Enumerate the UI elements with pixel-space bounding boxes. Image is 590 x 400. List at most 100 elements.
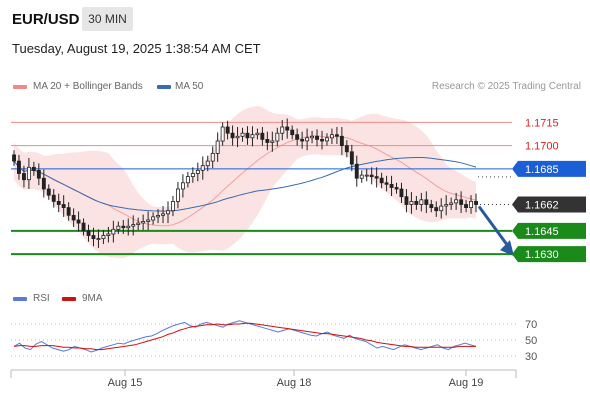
chart-header: EUR/USD 30 MIN [0, 0, 590, 36]
rsi-panel: 70 50 30 [11, 319, 537, 363]
x-tick-label: Aug 18 [277, 377, 312, 389]
candle-down [91, 235, 96, 239]
level-labels: 1.1715 1.1700 1.1685 1.1662 1.1645 1.1630 [512, 117, 586, 263]
candle-up [106, 233, 111, 236]
candle-up [96, 238, 101, 241]
candle-up [126, 225, 131, 229]
candle-down [389, 183, 394, 188]
candle-down [399, 188, 404, 198]
ma20-legend-swatch [13, 85, 27, 89]
candle-up [185, 176, 190, 184]
candle-down [464, 204, 468, 208]
candle-up [454, 199, 459, 204]
moving-averages [13, 135, 477, 227]
rsi-legend-label: RSI [33, 293, 50, 304]
candle-down [354, 163, 359, 179]
rsi-legend-swatch [13, 297, 27, 301]
candle-down [265, 138, 270, 143]
copyright-notice: Research © 2025 Trading Central [431, 81, 581, 92]
candle-down [369, 174, 374, 178]
candle-down [36, 169, 41, 179]
candle-down [46, 188, 51, 196]
candle-down [339, 135, 344, 147]
support-2-label: 1.1630 [525, 249, 559, 261]
candle-up [101, 235, 106, 239]
candle-up [111, 228, 116, 235]
candle-down [349, 151, 354, 165]
candle-down [56, 200, 61, 205]
candle-up [324, 137, 329, 142]
candle-down [379, 177, 384, 184]
candle-up [156, 214, 160, 218]
candle-down [374, 176, 379, 179]
candle-up [329, 134, 334, 139]
rsi-ma-legend-label: 9MA [82, 293, 103, 304]
candle-up [200, 165, 205, 171]
candle-up [116, 225, 121, 230]
candle-down [300, 138, 305, 142]
candle-down [394, 187, 399, 190]
candle-down [285, 126, 290, 131]
rsi-line [13, 320, 477, 353]
candle-up [305, 137, 310, 142]
candle-down [429, 204, 434, 208]
candle-up [146, 219, 151, 222]
projection-arrow-head [500, 240, 514, 257]
candle-down [260, 132, 265, 140]
candle-up [166, 210, 170, 215]
candle-down [384, 182, 389, 185]
rsi-ma-legend-swatch [62, 297, 76, 301]
candle-down [21, 173, 26, 181]
candle-up [220, 126, 225, 142]
pivot-label: 1.1685 [525, 164, 559, 176]
candle-down [434, 207, 439, 212]
candle-up [444, 204, 449, 207]
x-tick-label: Aug 15 [108, 377, 143, 389]
ma20-legend-label: MA 20 + Bollinger Bands [33, 81, 143, 92]
candle-down [404, 196, 409, 205]
resistance-1-label: 1.1700 [525, 141, 559, 153]
candle-up [449, 202, 454, 205]
x-tick-label: Aug 19 [449, 377, 484, 389]
candle-up [310, 135, 314, 139]
candle-down [245, 132, 250, 139]
candle-up [439, 205, 444, 212]
chart-timestamp: Tuesday, August 19, 2025 1:38:54 AM CET [12, 41, 261, 56]
candle-down [320, 138, 324, 142]
candle-up [359, 174, 364, 179]
timeframe-badge[interactable]: 30 MIN [82, 7, 133, 31]
candle-up [190, 173, 195, 177]
candle-down [334, 134, 339, 137]
ma50-line [13, 157, 477, 212]
candle-up [469, 200, 473, 208]
candle-up [141, 221, 146, 224]
rsi-ma-line [13, 322, 476, 351]
projection-arrow [477, 205, 514, 257]
candle-down [51, 194, 56, 202]
candle-up [26, 166, 31, 181]
candle-down [295, 134, 300, 140]
candle-up [280, 126, 285, 134]
candle-up [215, 140, 220, 154]
pivot-tag [512, 160, 586, 177]
rsi-tick-label: 30 [525, 351, 537, 363]
projection-arrow-shaft [477, 205, 510, 247]
candle-down [121, 225, 126, 229]
candle-up [180, 182, 185, 190]
candle-down [414, 200, 419, 205]
last-price-label: 1.1662 [525, 200, 559, 212]
rsi-tick-label: 50 [525, 335, 537, 347]
bollinger-band-area [14, 105, 476, 259]
candle-down [225, 126, 230, 134]
candle-down [41, 177, 46, 190]
candle-up [419, 199, 424, 205]
candle-up [235, 135, 240, 139]
last-price-tag [512, 196, 586, 213]
candle-down [459, 199, 464, 205]
candle-down [424, 199, 429, 205]
candle-down [16, 160, 21, 174]
price-levels [11, 121, 512, 256]
candle-up [161, 213, 165, 216]
